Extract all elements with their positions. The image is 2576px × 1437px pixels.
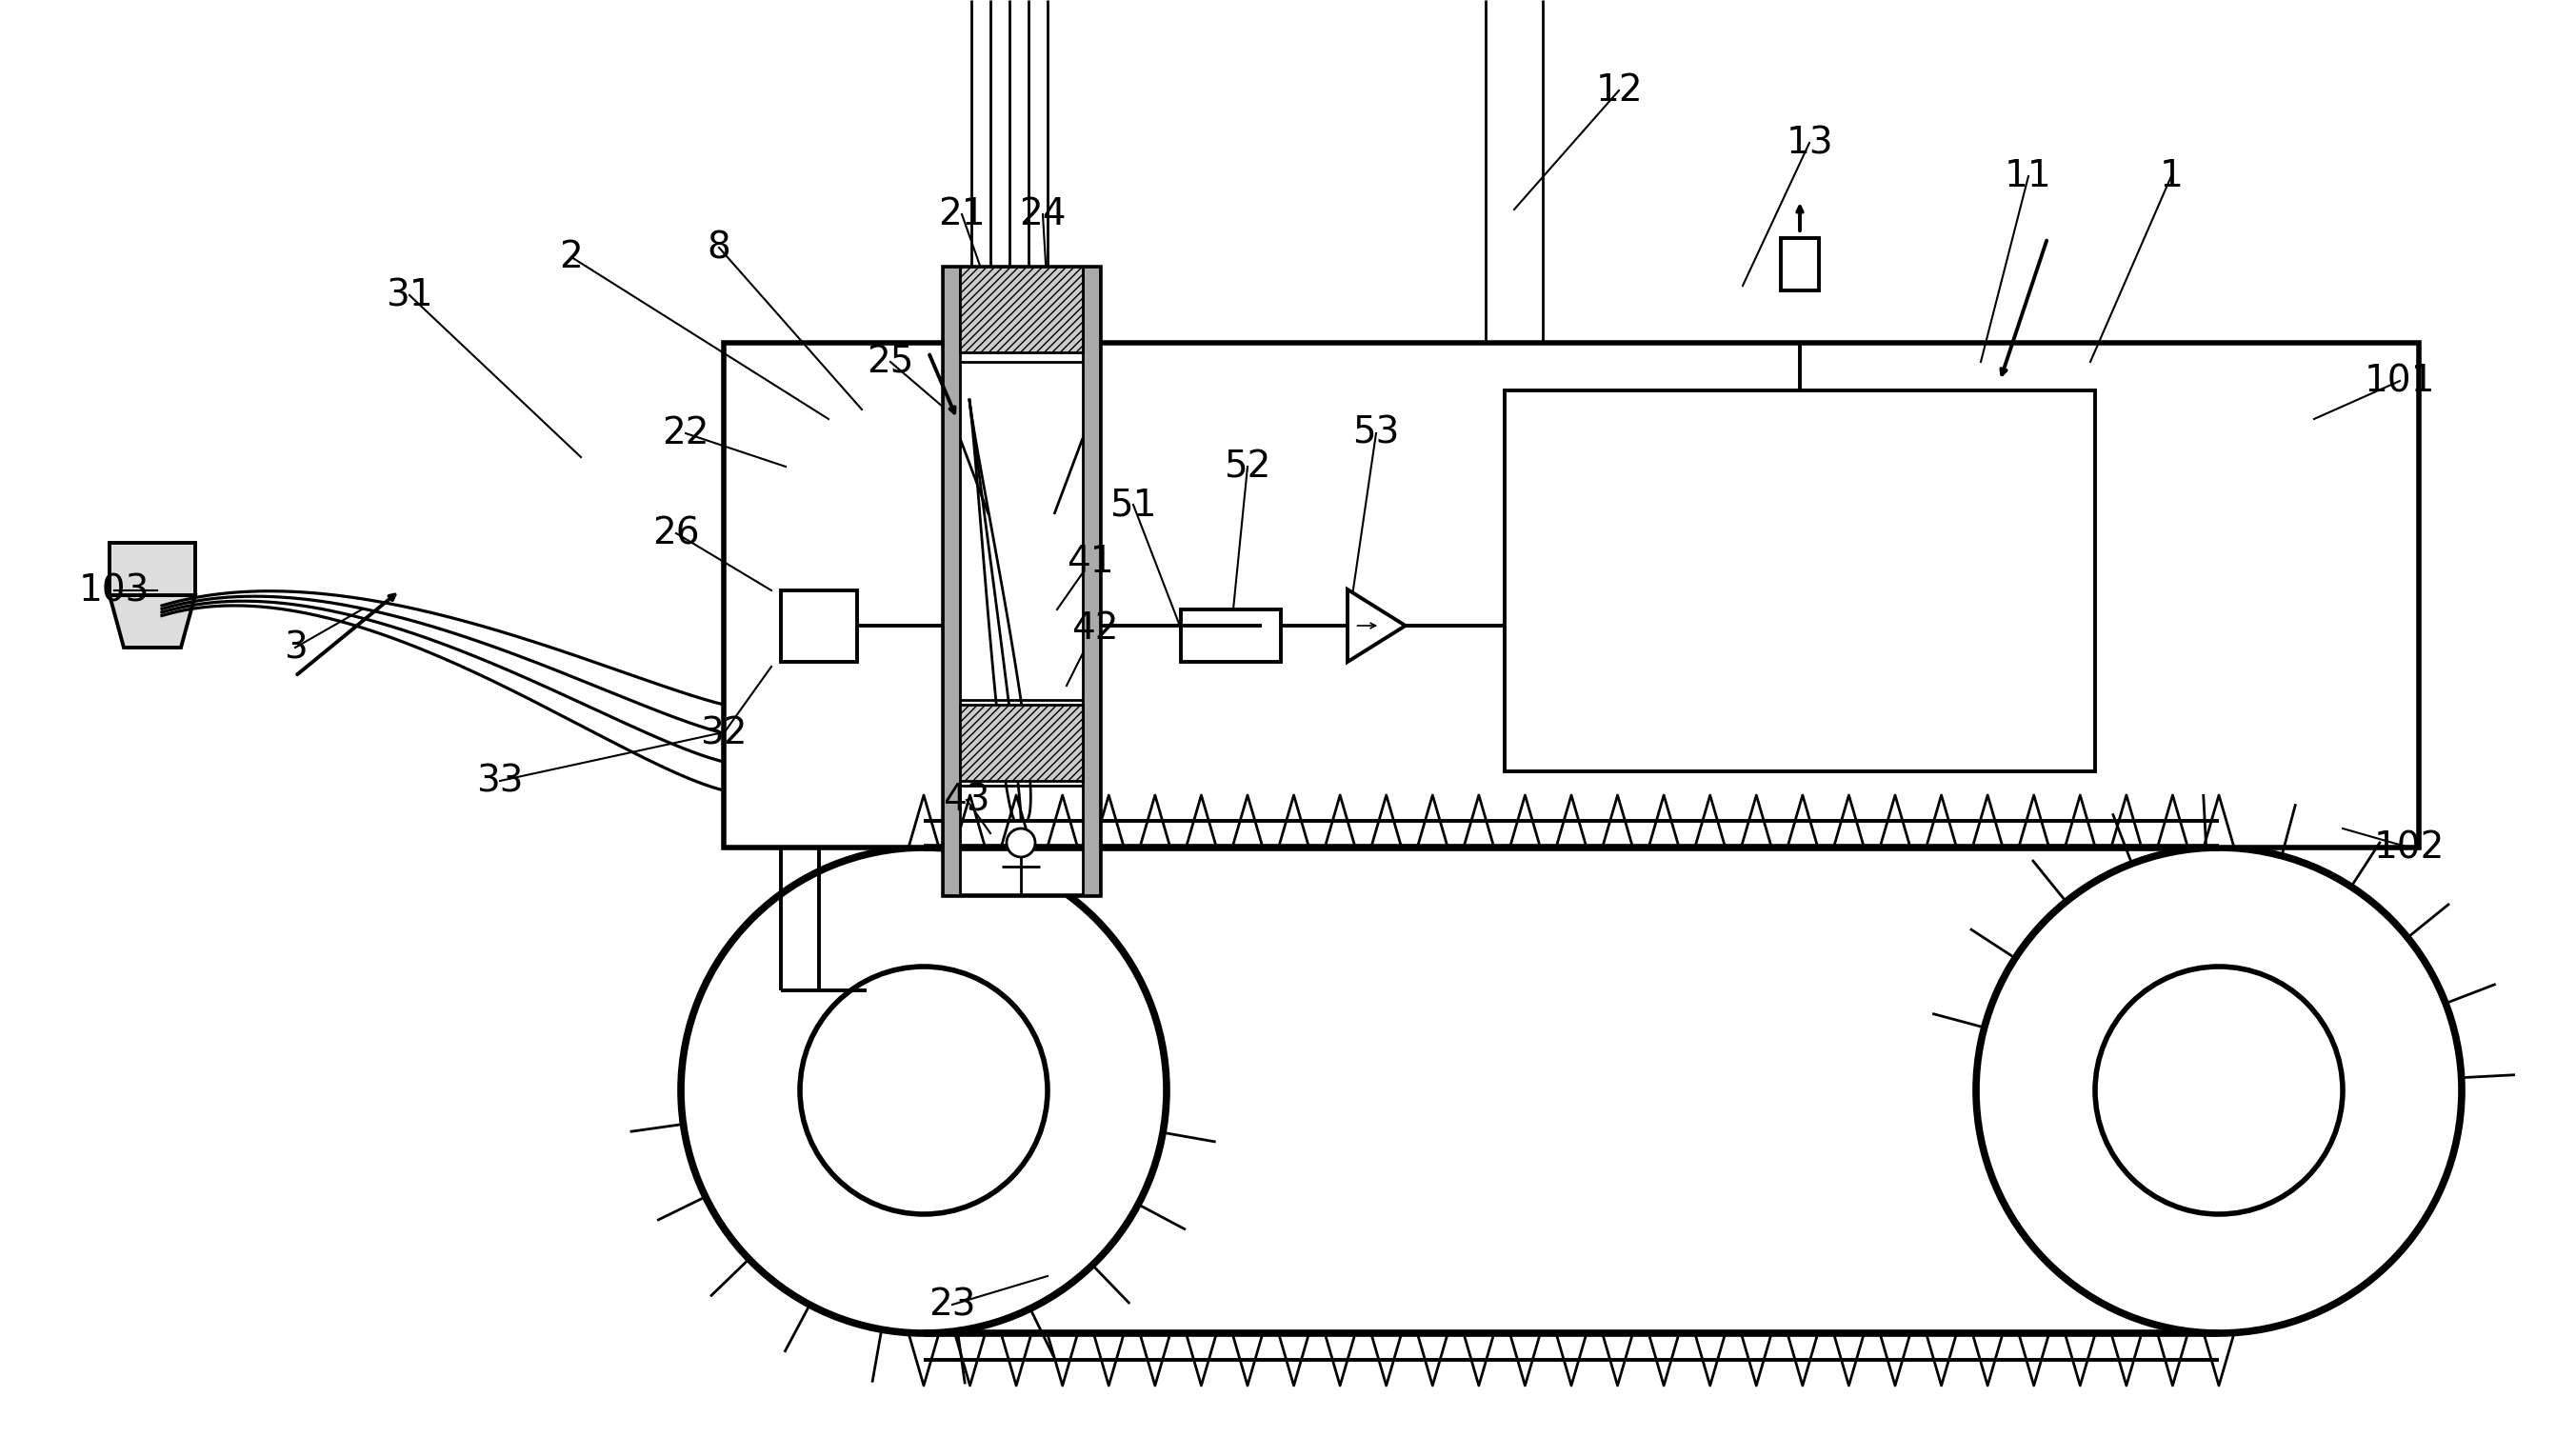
Circle shape — [1007, 829, 1036, 856]
Bar — [943, 267, 961, 895]
Text: 22: 22 — [662, 415, 708, 451]
Text: 13: 13 — [1785, 125, 1834, 161]
Text: 26: 26 — [652, 516, 701, 552]
Text: 41: 41 — [1066, 543, 1113, 581]
Text: 52: 52 — [1224, 448, 1270, 484]
Bar — [1082, 267, 1100, 895]
Text: 24: 24 — [1020, 197, 1066, 233]
Text: 23: 23 — [930, 1286, 976, 1322]
Bar — [111, 543, 196, 595]
Bar — [1180, 609, 1280, 662]
Bar — [724, 343, 2419, 848]
Bar — [943, 267, 1100, 895]
Text: 25: 25 — [868, 343, 914, 379]
Text: 42: 42 — [1072, 611, 1118, 647]
Text: 53: 53 — [1352, 415, 1399, 451]
Text: 21: 21 — [938, 197, 987, 233]
Bar — [961, 704, 1082, 780]
Text: 3: 3 — [283, 629, 307, 665]
Polygon shape — [1347, 589, 1406, 662]
Bar — [961, 267, 1082, 352]
Text: 31: 31 — [386, 277, 433, 313]
Text: 11: 11 — [2004, 158, 2053, 194]
Polygon shape — [111, 595, 196, 648]
Text: 32: 32 — [701, 716, 747, 752]
Text: 101: 101 — [2365, 362, 2434, 399]
Text: 2: 2 — [559, 239, 582, 276]
Bar — [781, 591, 858, 662]
Text: 102: 102 — [2375, 829, 2445, 865]
Text: 33: 33 — [477, 763, 523, 799]
Bar — [1780, 239, 1819, 290]
Text: 43: 43 — [943, 782, 989, 818]
Bar — [1504, 391, 2094, 772]
Text: 51: 51 — [1110, 487, 1157, 523]
Text: 103: 103 — [80, 572, 149, 608]
Text: 8: 8 — [708, 230, 732, 266]
Text: 12: 12 — [1595, 72, 1643, 109]
Text: 1: 1 — [2159, 158, 2182, 194]
